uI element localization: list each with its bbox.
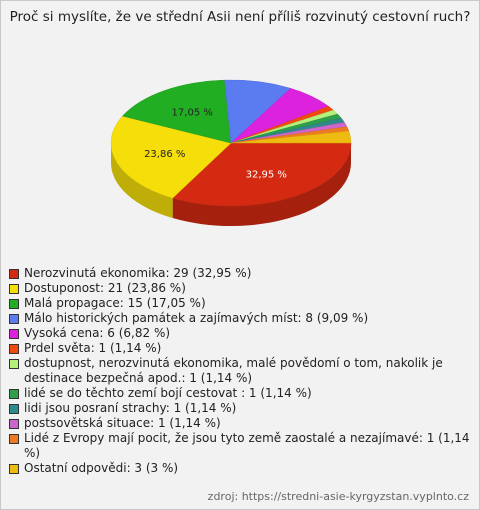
legend-item: Prdel světa: 1 (1,14 %) [9, 341, 471, 356]
legend-swatch [9, 434, 19, 444]
slice-label: 32,95 % [246, 169, 287, 180]
legend-swatch [9, 344, 19, 354]
slice [122, 79, 232, 144]
source-note: zdroj: https://stredni-asie-kyrgyzstan.v… [207, 490, 469, 503]
slice-label: 17,05 % [172, 108, 213, 119]
slice-side [111, 143, 173, 219]
slice [172, 142, 352, 207]
legend-label: lidi jsou posraní strachy: 1 (1,14 %) [24, 401, 237, 415]
legend-item: Ostatní odpovědi: 3 (3 %) [9, 461, 471, 476]
slice-label: 23,86 % [144, 149, 185, 160]
legend-swatch [9, 359, 19, 369]
legend-label: dostupnost, nerozvinutá ekonomika, malé … [24, 356, 443, 385]
legend-item: lidi jsou posraní strachy: 1 (1,14 %) [9, 401, 471, 416]
legend-label: postsovětská situace: 1 (1,14 %) [24, 416, 221, 430]
legend-swatch [9, 299, 19, 309]
legend-item: lidé se do těchto zemí bojí cestovat : 1… [9, 386, 471, 401]
legend-swatch [9, 404, 19, 414]
legend-label: Prdel světa: 1 (1,14 %) [24, 341, 162, 355]
legend-swatch [9, 284, 19, 294]
legend-swatch [9, 329, 19, 339]
legend-swatch [9, 464, 19, 474]
legend-swatch [9, 389, 19, 399]
legend-label: Malá propagace: 15 (17,05 %) [24, 296, 206, 310]
slice [110, 115, 232, 199]
legend-label: Dostuponost: 21 (23,86 %) [24, 281, 186, 295]
legend-item: Vysoká cena: 6 (6,82 %) [9, 326, 471, 341]
slice-side [172, 143, 351, 226]
legend-item: Málo historických památek a zajímavých m… [9, 311, 471, 326]
legend-swatch [9, 269, 19, 279]
legend-label: Ostatní odpovědi: 3 (3 %) [24, 461, 179, 475]
legend-item: postsovětská situace: 1 (1,14 %) [9, 416, 471, 431]
legend-item: Nerozvinutá ekonomika: 29 (32,95 %) [9, 266, 471, 281]
slice [230, 130, 352, 144]
legend-label: Nerozvinutá ekonomika: 29 (32,95 %) [24, 266, 252, 280]
chart-title: Proč si myslíte, že ve střední Asii není… [9, 9, 471, 25]
legend: Nerozvinutá ekonomika: 29 (32,95 %) Dostu… [9, 266, 471, 476]
legend-item: dostupnost, nerozvinutá ekonomika, malé … [9, 356, 471, 386]
legend-label: Lidé z Evropy mají pocit, že jsou tyto z… [24, 431, 470, 460]
legend-item: Malá propagace: 15 (17,05 %) [9, 296, 471, 311]
legend-item: Dostuponost: 21 (23,86 %) [9, 281, 471, 296]
pie-chart: 32,95 % 23,86 % 17,05 % [110, 79, 352, 226]
legend-swatch [9, 419, 19, 429]
legend-item: Lidé z Evropy mají pocit, že jsou tyto z… [9, 431, 471, 461]
legend-label: Vysoká cena: 6 (6,82 %) [24, 326, 171, 340]
legend-label: Málo historických památek a zajímavých m… [24, 311, 369, 325]
legend-swatch [9, 314, 19, 324]
legend-label: lidé se do těchto zemí bojí cestovat : 1… [24, 386, 312, 400]
